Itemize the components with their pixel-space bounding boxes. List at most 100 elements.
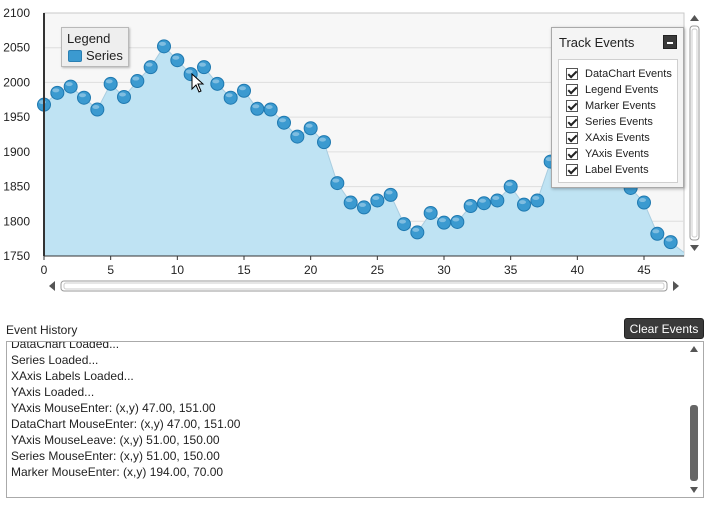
checkbox-checked-icon[interactable]: [566, 148, 578, 160]
marker-highlight: [92, 105, 100, 110]
data-marker[interactable]: [463, 199, 478, 214]
data-marker[interactable]: [423, 205, 438, 220]
data-marker[interactable]: [477, 196, 491, 211]
event-history-lines: DataChart Loaded... Series Loaded... XAx…: [11, 342, 241, 480]
data-marker[interactable]: [330, 176, 345, 191]
track-item-series[interactable]: Series Events: [566, 114, 653, 130]
data-marker[interactable]: [317, 135, 331, 150]
data-marker[interactable]: [450, 214, 465, 229]
track-item-marker[interactable]: Marker Events: [566, 98, 656, 114]
data-marker[interactable]: [50, 85, 65, 100]
checkbox-checked-icon[interactable]: [566, 132, 578, 144]
minimize-button[interactable]: [663, 35, 677, 49]
chart-vertical-scrollbar[interactable]: [688, 13, 701, 253]
marker-highlight: [105, 79, 113, 84]
checkbox-checked-icon[interactable]: [566, 116, 578, 128]
data-marker[interactable]: [343, 195, 358, 210]
track-events-title: Track Events: [559, 35, 635, 50]
history-line: DataChart MouseEnter: (x,y) 47.00, 151.0…: [11, 417, 241, 431]
clear-events-button[interactable]: Clear Events: [624, 318, 704, 339]
scroll-up-arrow-icon[interactable]: [690, 15, 699, 21]
scroll-down-arrow-icon[interactable]: [690, 487, 698, 493]
marker-highlight: [159, 41, 166, 46]
x-tick-label: 40: [571, 263, 585, 277]
marker-highlight: [212, 79, 220, 84]
marker-highlight: [239, 86, 246, 91]
data-marker[interactable]: [517, 197, 531, 212]
data-marker[interactable]: [637, 195, 651, 210]
data-marker[interactable]: [77, 90, 91, 105]
data-marker[interactable]: [223, 90, 238, 105]
data-marker[interactable]: [357, 200, 371, 215]
event-history-label: Event History: [6, 323, 78, 337]
marker-highlight: [52, 88, 60, 93]
history-line: Marker MouseEnter: (x,y) 194.00, 70.00: [11, 465, 224, 479]
x-tick-label: 5: [107, 263, 114, 277]
data-marker[interactable]: [410, 225, 425, 240]
data-marker[interactable]: [303, 121, 318, 136]
data-marker[interactable]: [237, 83, 251, 98]
scroll-right-arrow-icon[interactable]: [673, 281, 679, 291]
scroll-up-arrow-icon[interactable]: [690, 346, 698, 352]
checkbox-checked-icon[interactable]: [566, 84, 578, 96]
y-tick-label: 1950: [3, 110, 30, 124]
data-marker[interactable]: [263, 102, 278, 117]
marker-highlight: [425, 208, 433, 213]
marker-highlight: [359, 202, 366, 207]
data-marker[interactable]: [383, 187, 398, 202]
checkbox-checked-icon[interactable]: [566, 164, 578, 176]
marker-group[interactable]: [37, 39, 678, 250]
x-tick-label: 45: [637, 263, 651, 277]
track-item-label: Legend Events: [585, 84, 659, 96]
scroll-thumb[interactable]: [690, 405, 698, 481]
data-marker[interactable]: [143, 60, 158, 75]
event-history-log[interactable]: DataChart Loaded... Series Loaded... XAx…: [6, 341, 704, 498]
data-marker[interactable]: [530, 193, 545, 208]
history-line: YAxis MouseLeave: (x,y) 51.00, 150.00: [11, 433, 220, 447]
data-marker[interactable]: [397, 217, 411, 232]
x-axis-labels[interactable]: 0 5 10 15 20 25 30 35 40 45: [41, 256, 651, 277]
data-marker[interactable]: [197, 60, 211, 75]
track-item-yaxis[interactable]: YAxis Events: [566, 146, 649, 162]
scroll-down-arrow-icon[interactable]: [690, 245, 699, 251]
track-item-datachart[interactable]: DataChart Events: [566, 66, 672, 82]
scroll-left-arrow-icon[interactable]: [49, 281, 55, 291]
data-marker[interactable]: [170, 53, 185, 68]
data-marker[interactable]: [503, 179, 518, 194]
marker-highlight: [639, 198, 646, 203]
history-vertical-scrollbar[interactable]: [687, 343, 701, 496]
chart-horizontal-scrollbar[interactable]: [46, 279, 686, 293]
data-marker[interactable]: [103, 76, 118, 91]
checkbox-checked-icon[interactable]: [566, 68, 578, 80]
data-marker[interactable]: [117, 90, 131, 105]
y-axis-labels[interactable]: 1750 1800 1850 1900 1950 2000 2050 2100: [3, 6, 30, 263]
data-marker[interactable]: [210, 76, 225, 91]
legend-item-label: Series: [86, 48, 123, 63]
legend-item-series[interactable]: Series: [68, 48, 123, 63]
data-marker[interactable]: [90, 102, 105, 117]
track-item-label: Label Events: [585, 164, 649, 176]
scroll-thumb[interactable]: [689, 25, 700, 241]
marker-highlight: [305, 123, 313, 128]
data-marker[interactable]: [157, 39, 171, 54]
data-marker[interactable]: [130, 74, 145, 89]
marker-highlight: [505, 182, 513, 187]
track-item-legend[interactable]: Legend Events: [566, 82, 658, 98]
data-marker[interactable]: [63, 79, 78, 94]
data-marker[interactable]: [250, 101, 265, 116]
data-marker[interactable]: [437, 215, 451, 230]
track-item-label-events[interactable]: Label Events: [566, 162, 649, 178]
data-marker[interactable]: [370, 193, 385, 208]
track-item-xaxis[interactable]: XAxis Events: [566, 130, 650, 146]
data-marker[interactable]: [290, 129, 305, 144]
y-tick-label: 1900: [3, 145, 30, 159]
legend[interactable]: Legend Series: [61, 27, 129, 67]
data-marker[interactable]: [650, 226, 665, 241]
checkbox-checked-icon[interactable]: [566, 100, 578, 112]
marker-highlight: [185, 69, 193, 74]
series-area-fill[interactable]: [44, 46, 684, 256]
marker-highlight: [345, 198, 353, 203]
data-marker[interactable]: [277, 115, 291, 130]
data-marker[interactable]: [490, 193, 505, 208]
data-marker[interactable]: [663, 235, 678, 250]
